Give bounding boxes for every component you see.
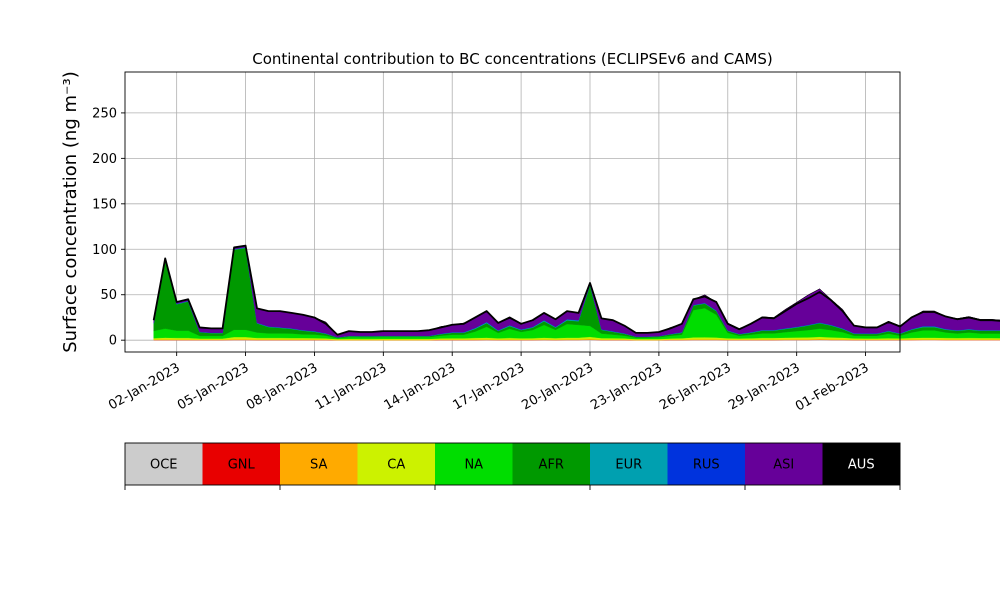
legend-label-aus: AUS <box>848 458 875 473</box>
legend-swatch-asi <box>745 443 823 485</box>
legend-label-na: NA <box>464 458 483 473</box>
legend-label-rus: RUS <box>693 458 720 473</box>
y-axis: 0 50 100 150 200 250 <box>92 106 125 349</box>
area-layer <box>153 245 1000 341</box>
legend-swatch-sa <box>280 443 358 485</box>
y-tick-label: 100 <box>92 243 117 258</box>
y-tick-label: 200 <box>92 152 117 167</box>
legend-swatch-eur <box>590 443 668 485</box>
colorbar-frame <box>124 442 901 486</box>
legend-swatch-afr <box>512 443 591 485</box>
legend-swatch-na <box>435 443 513 485</box>
plot-area <box>124 71 1000 353</box>
plot-frame <box>124 71 901 353</box>
chart-title: Continental contribution to BC concentra… <box>252 50 773 68</box>
legend-label-eur: EUR <box>615 458 642 473</box>
legend-label-gnl: GNL <box>228 458 256 473</box>
region-colorbar-legend: OCE GNL SA CA NA AFR EUR RUS ASI AUS <box>124 442 901 490</box>
legend-label-ca: CA <box>387 458 405 473</box>
legend-label-sa: SA <box>310 458 327 473</box>
y-tick-label: 50 <box>100 288 117 303</box>
legend-swatch-gnl <box>202 443 281 485</box>
grid-layer <box>125 72 900 352</box>
legend-swatch-ca <box>357 443 436 485</box>
y-axis-label: Surface concentration (ng m⁻³) <box>60 71 81 353</box>
legend-label-oce: OCE <box>150 458 178 473</box>
legend-swatch-aus <box>822 443 901 485</box>
legend-label-asi: ASI <box>773 458 794 473</box>
y-tick-label: 250 <box>92 106 117 121</box>
legend-swatch-oce <box>125 443 203 485</box>
y-tick-label: 0 <box>109 334 117 349</box>
legend-swatch-rus <box>667 443 746 485</box>
y-tick-label: 150 <box>92 197 117 212</box>
legend-label-afr: AFR <box>539 458 564 473</box>
total-layer <box>152 244 1000 336</box>
total-concentration-line <box>152 244 1000 336</box>
